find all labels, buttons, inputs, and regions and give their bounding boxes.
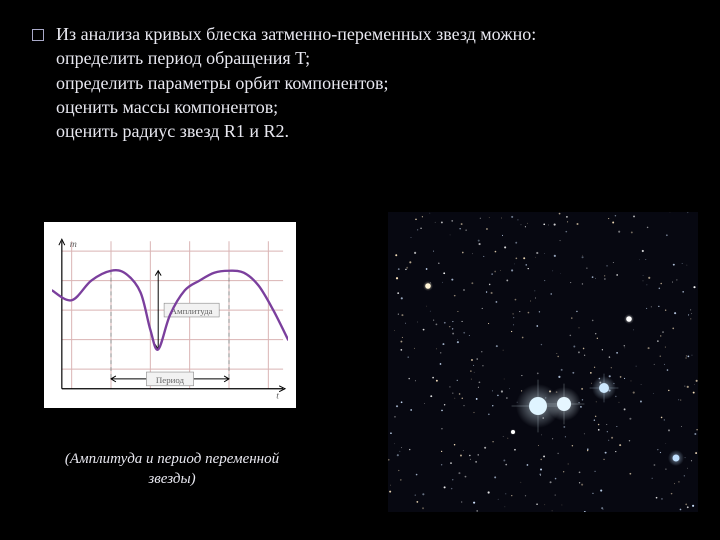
bullet-block: Из анализа кривых блеска затменно-переме…	[32, 22, 688, 143]
bullet-square-icon	[32, 29, 44, 41]
bullet-line-2: определить период обращения T;	[56, 48, 310, 68]
chart-caption: (Амплитуда и период переменной звезды)	[42, 450, 302, 489]
bullet-line-5: оценить радиус звезд R1 и R2.	[56, 121, 289, 141]
star-field-image	[388, 212, 698, 512]
bullet-line-3: определить параметры орбит компонентов;	[56, 73, 388, 93]
chart-container: m t Период Амплитуда (Амплитуда и период пе…	[42, 220, 302, 489]
bullet-line-4: оценить массы компонентов;	[56, 97, 278, 117]
bullet-line-1: Из анализа кривых блеска затменно-переме…	[56, 24, 536, 44]
slide: Из анализа кривых блеска затменно-переме…	[0, 0, 720, 540]
figures-row: m t Период Амплитуда (Амплитуда и период пе…	[0, 220, 720, 520]
bullet-text: Из анализа кривых блеска затменно-переме…	[56, 22, 536, 143]
light-curve-chart: m t Период Амплитуда	[52, 230, 288, 400]
svg-text:Период: Период	[156, 375, 185, 385]
svg-text:t: t	[276, 391, 279, 400]
svg-text:Амплитуда: Амплитуда	[171, 306, 213, 316]
svg-text:m: m	[70, 239, 77, 250]
astro-image-container	[388, 212, 698, 512]
chart-frame: m t Период Амплитуда	[42, 220, 298, 410]
